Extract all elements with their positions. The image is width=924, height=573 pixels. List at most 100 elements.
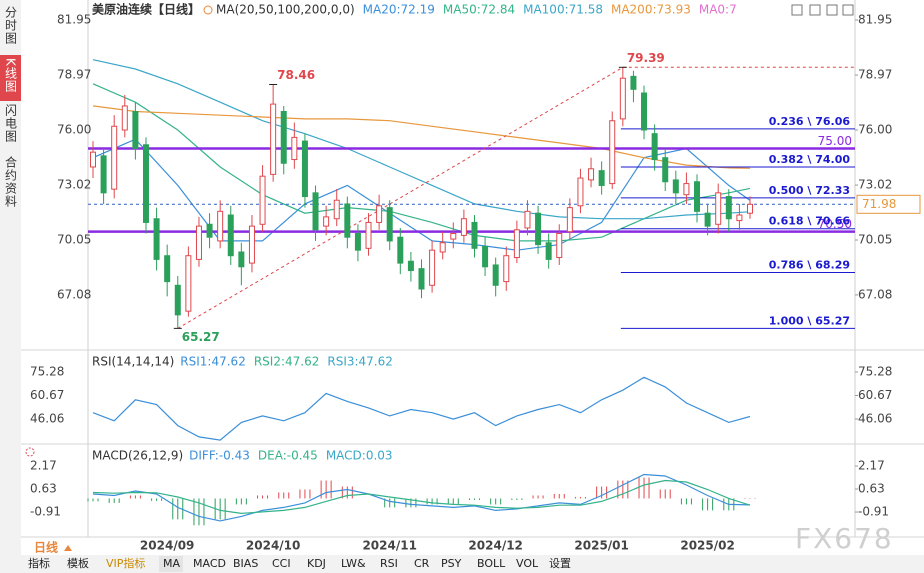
sidebar-tab[interactable]: K线图 xyxy=(4,58,18,93)
candle-body xyxy=(439,242,446,253)
watermark: FX678 xyxy=(795,522,894,555)
toolbar-item[interactable]: 模板 xyxy=(67,556,89,570)
legend-label: 美原油连续【日线】 xyxy=(92,2,200,17)
icon[interactable] xyxy=(842,4,854,16)
candle-body xyxy=(450,233,457,240)
extreme-label: 65.27 xyxy=(182,330,220,344)
fib-label: 0.618 \ 70.66 xyxy=(769,215,851,228)
candle-body xyxy=(736,214,743,222)
legend-label: MA50:72.84 xyxy=(443,3,515,17)
last-price-label: 71.98 xyxy=(862,197,896,211)
x-tick-label: 2025/01 xyxy=(574,539,628,553)
legend-label: DEA:-0.45 xyxy=(258,449,318,463)
candle-body xyxy=(619,77,626,120)
candle-body xyxy=(270,103,277,175)
sidebar-tab[interactable]: 分时图 xyxy=(4,6,18,45)
icon[interactable] xyxy=(791,4,803,16)
sidebar-tab[interactable]: 合约资料 xyxy=(4,155,18,208)
y-tick-label: -0.91 xyxy=(30,505,61,519)
candle-body xyxy=(291,136,298,161)
candle-body xyxy=(365,221,372,249)
toolbar-item[interactable]: 指标 xyxy=(28,556,50,570)
candle-body xyxy=(513,229,520,259)
legend-label: MA200:73.93 xyxy=(611,3,691,17)
candle-body xyxy=(492,264,499,286)
candle-body xyxy=(577,177,584,207)
toolbar-item[interactable]: BIAS xyxy=(233,557,258,570)
candle-body xyxy=(111,125,118,190)
candle-body xyxy=(662,157,669,183)
toolbar-item[interactable]: MACD xyxy=(193,557,226,570)
candle-body xyxy=(174,284,181,316)
y-tick-label: 81.95 xyxy=(858,12,892,26)
fib-label: 0.382 \ 74.00 xyxy=(769,153,851,166)
candle-body xyxy=(248,225,255,264)
candle-body xyxy=(747,203,753,214)
candle-body xyxy=(259,175,266,225)
fib-label: 0.236 \ 76.06 xyxy=(769,115,851,128)
toolbar-item[interactable]: KDJ xyxy=(307,557,326,570)
candle-body xyxy=(471,221,478,249)
y-tick-label: 73.02 xyxy=(858,178,892,192)
candle-body xyxy=(312,192,319,231)
candle-body xyxy=(407,260,414,271)
toolbar-item[interactable]: BOLL xyxy=(477,557,506,570)
candle-body xyxy=(566,207,573,233)
legend-label: MA0:7 xyxy=(699,3,737,17)
candle-body xyxy=(545,242,552,260)
candle-body xyxy=(323,216,330,227)
trend-line xyxy=(177,66,624,329)
candle-body xyxy=(100,155,107,194)
candle-body xyxy=(376,205,383,223)
candle-body xyxy=(227,214,234,257)
ma-line xyxy=(92,59,751,220)
legend-label: MACD(26,12,9) xyxy=(92,449,183,463)
candle-body xyxy=(609,120,616,185)
legend-label: RSI1:47.62 xyxy=(180,355,246,369)
toolbar-item[interactable]: CR xyxy=(414,557,430,570)
toolbar-item[interactable]: VIP指标 xyxy=(106,556,145,570)
y-tick-label: -0.91 xyxy=(858,505,889,519)
toolbar-item[interactable]: VOL xyxy=(516,557,539,570)
candle-body xyxy=(132,110,139,149)
y-tick-label: 2.17 xyxy=(30,459,57,473)
timeframe[interactable]: 日线 xyxy=(34,540,58,555)
fib-label: 0.786 \ 68.29 xyxy=(769,259,850,272)
y-tick-label: 70.05 xyxy=(858,232,892,246)
toolbar-item[interactable]: PSY xyxy=(441,557,462,570)
candle-body xyxy=(535,212,542,246)
x-tick-label: 2024/12 xyxy=(468,539,522,553)
ma-line xyxy=(92,138,751,251)
toolbar-item[interactable]: LW& xyxy=(341,557,366,570)
macd-line xyxy=(92,479,751,515)
candle-body xyxy=(683,183,690,196)
y-tick-label: 70.05 xyxy=(57,232,91,246)
settings-icon[interactable] xyxy=(25,447,35,457)
toolbar-item[interactable]: MA xyxy=(163,557,180,570)
y-tick-label: 0.63 xyxy=(858,482,885,496)
active-tab xyxy=(0,55,21,101)
horizontal-line-label: 75.00 xyxy=(818,134,852,148)
toolbar-item[interactable]: 设置 xyxy=(549,557,571,570)
toolbar-item[interactable]: RSI xyxy=(380,557,398,570)
legend-label: RSI2:47.62 xyxy=(254,355,320,369)
y-tick-label: 60.67 xyxy=(858,388,892,402)
toolbar-item[interactable]: CCI xyxy=(272,557,291,570)
candle-body xyxy=(238,251,245,268)
toolbar xyxy=(21,555,924,573)
rsi-line xyxy=(92,376,751,441)
x-tick-label: 2025/02 xyxy=(680,539,734,553)
icon[interactable] xyxy=(809,4,821,16)
sidebar-tab[interactable]: 闪电图 xyxy=(4,104,18,143)
y-tick-label: 46.06 xyxy=(858,412,892,426)
candle-body xyxy=(280,110,287,164)
candle-body xyxy=(90,151,96,168)
candle-body xyxy=(704,212,711,227)
add-icon[interactable] xyxy=(203,5,213,15)
icon[interactable] xyxy=(826,4,838,16)
candle-body xyxy=(185,255,192,312)
last-price-box xyxy=(856,194,921,214)
candle-body xyxy=(121,105,128,131)
candle-body xyxy=(354,233,361,251)
